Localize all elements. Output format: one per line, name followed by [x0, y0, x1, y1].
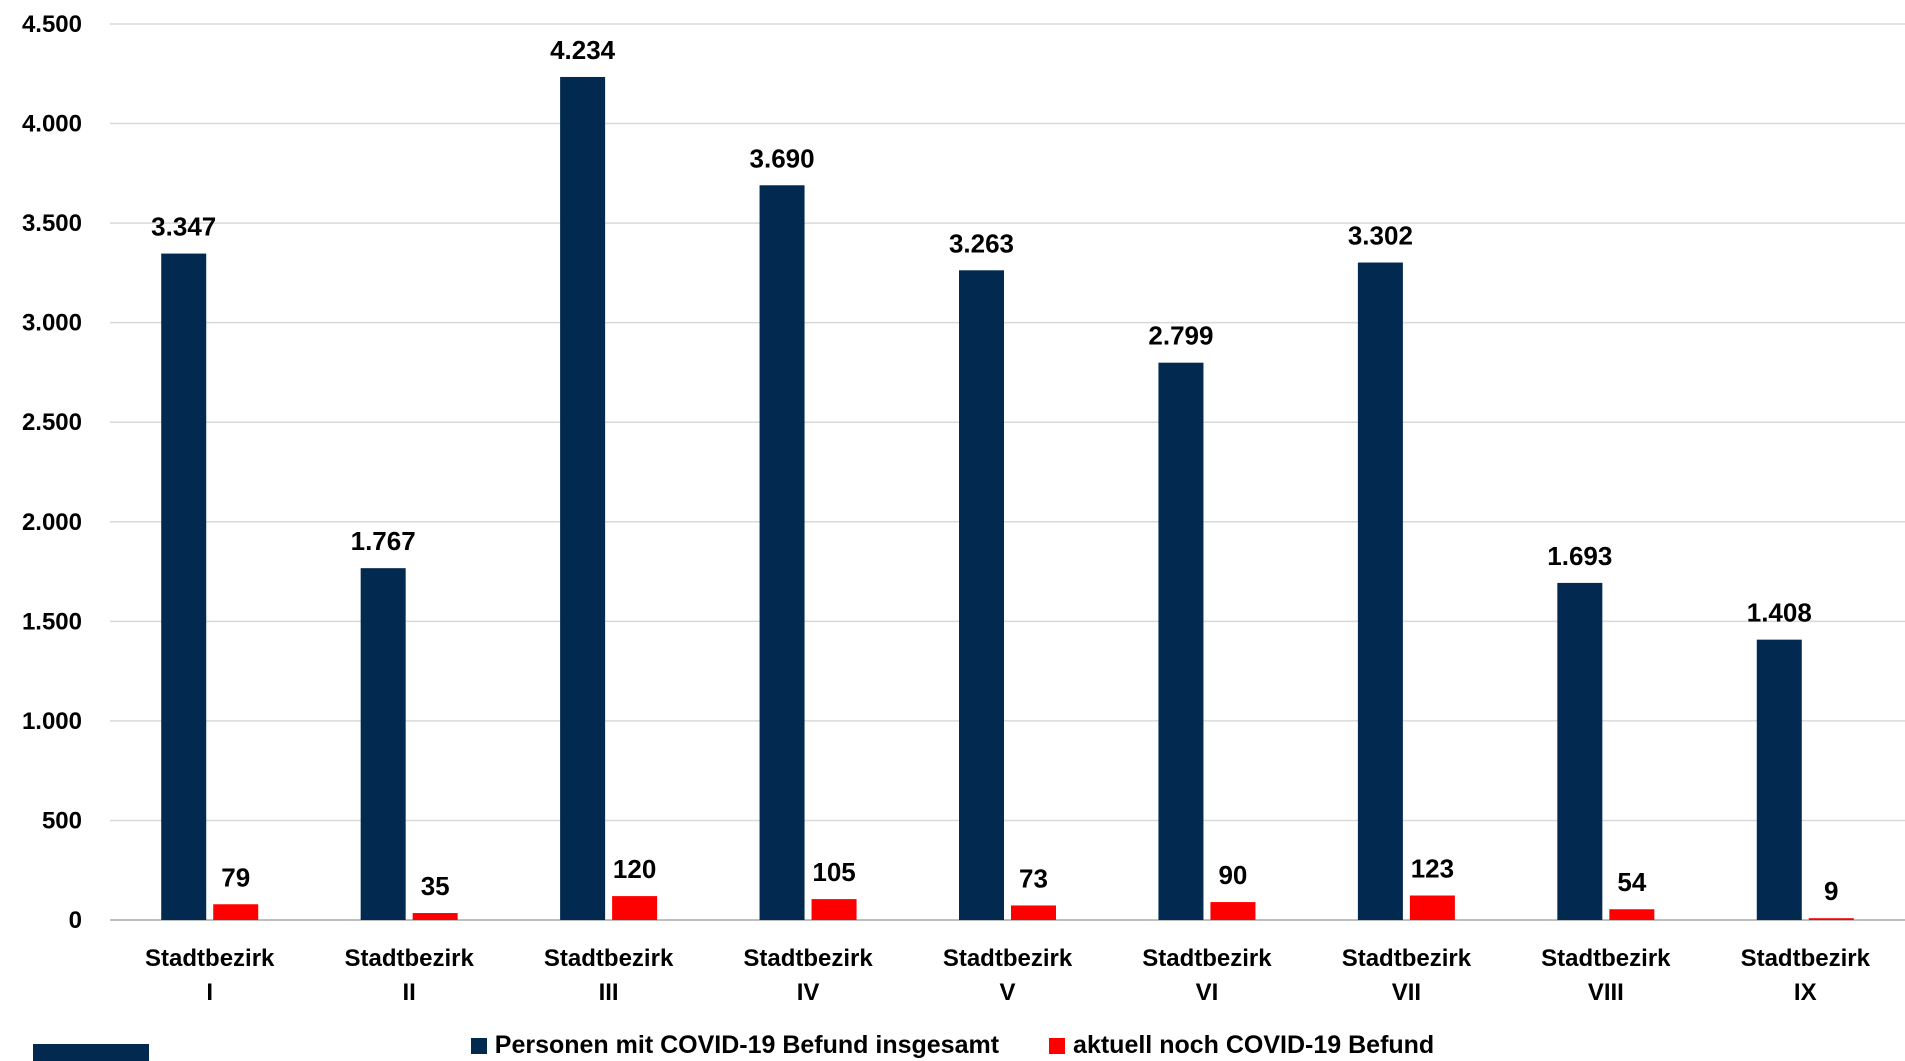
bar-current — [1409, 895, 1455, 920]
x-tick-label: Stadtbezirk II — [344, 945, 474, 1006]
legend-swatch-total — [470, 1037, 487, 1054]
x-tick-label: Stadtbezirk V — [943, 945, 1073, 1006]
data-label-current: 35 — [421, 871, 450, 901]
y-tick-label: 2.500 — [22, 409, 82, 436]
y-tick-label: 4.500 — [22, 11, 82, 38]
legend-item-current: aktuell noch COVID-19 Befund — [1049, 1031, 1434, 1060]
legend-swatch-current — [1049, 1037, 1066, 1054]
legend-label-current: aktuell noch COVID-19 Befund — [1073, 1031, 1435, 1059]
bars: 3.347 79 1.767 35 4.234 120 3.690 105 3.263 73 2.7… — [151, 35, 1854, 921]
data-label-total: 3.263 — [949, 228, 1014, 258]
bar-total — [1557, 582, 1603, 920]
data-label-current: 120 — [613, 854, 656, 884]
x-tick-label: Stadtbezirk IV — [743, 945, 873, 1006]
y-tick-label: 3.000 — [22, 310, 82, 337]
bar-total — [161, 253, 207, 921]
data-label-total: 3.347 — [151, 212, 216, 242]
bar-total — [1158, 362, 1204, 920]
data-label-current: 105 — [812, 857, 855, 887]
data-label-total: 1.408 — [1747, 598, 1812, 628]
data-label-total: 3.302 — [1348, 221, 1413, 251]
bar-current — [1210, 902, 1256, 920]
bar-total — [759, 185, 805, 920]
bar-total — [1756, 639, 1802, 920]
y-tick-label: 1.000 — [22, 708, 82, 735]
data-label-current: 9 — [1824, 876, 1838, 906]
x-tick-label: Stadtbezirk IX — [1741, 945, 1871, 1006]
legend: Personen mit COVID-19 Befund insgesamt a… — [0, 1031, 1905, 1060]
bar-current — [612, 896, 658, 920]
x-tick-label: Stadtbezirk III — [544, 945, 674, 1006]
bar-current — [1011, 905, 1056, 920]
y-tick-label: 3.500 — [22, 210, 82, 237]
bar-current — [811, 899, 857, 920]
y-tick-label: 2.000 — [22, 509, 82, 536]
bar-current — [1609, 909, 1655, 920]
data-label-current: 73 — [1019, 863, 1048, 893]
y-tick-label: 0 — [69, 907, 82, 934]
data-label-current: 123 — [1411, 854, 1454, 884]
bar-current — [412, 913, 458, 920]
bar-total — [560, 76, 606, 920]
bar-current — [1808, 918, 1854, 920]
data-label-total: 4.234 — [550, 35, 616, 65]
y-tick-label: 4.000 — [22, 111, 82, 138]
x-tick-label: Stadtbezirk VI — [1142, 945, 1272, 1006]
data-label-total: 1.767 — [351, 526, 416, 556]
bar-total — [360, 568, 406, 920]
x-axis: Stadtbezirk I Stadtbezirk II Stadtbezirk III S… — [145, 945, 1871, 1006]
x-tick-label: Stadtbezirk VIII — [1541, 945, 1671, 1006]
x-tick-label: Stadtbezirk I — [145, 945, 275, 1006]
bar-current — [213, 904, 259, 920]
legend-item-total: Personen mit COVID-19 Befund insgesamt — [470, 1031, 1000, 1060]
data-label-total: 1.693 — [1547, 541, 1612, 571]
data-label-current: 54 — [1617, 867, 1646, 897]
y-tick-label: 500 — [42, 807, 82, 834]
data-label-current: 90 — [1218, 860, 1247, 890]
data-label-current: 79 — [221, 862, 250, 892]
gridlines — [110, 23, 1905, 921]
bar-total — [959, 270, 1004, 921]
bar-total — [1357, 262, 1403, 920]
y-tick-label: 1.500 — [22, 608, 82, 635]
legend-label-total: Personen mit COVID-19 Befund insgesamt — [494, 1031, 1000, 1059]
corner-decoration — [33, 1044, 149, 1061]
data-label-total: 2.799 — [1148, 321, 1213, 351]
y-axis: 0 500 1.000 1.500 2.000 2.500 3.000 3.500 4.000 4… — [22, 11, 82, 934]
data-label-total: 3.690 — [750, 143, 815, 173]
x-tick-label: Stadtbezirk VII — [1342, 945, 1472, 1006]
